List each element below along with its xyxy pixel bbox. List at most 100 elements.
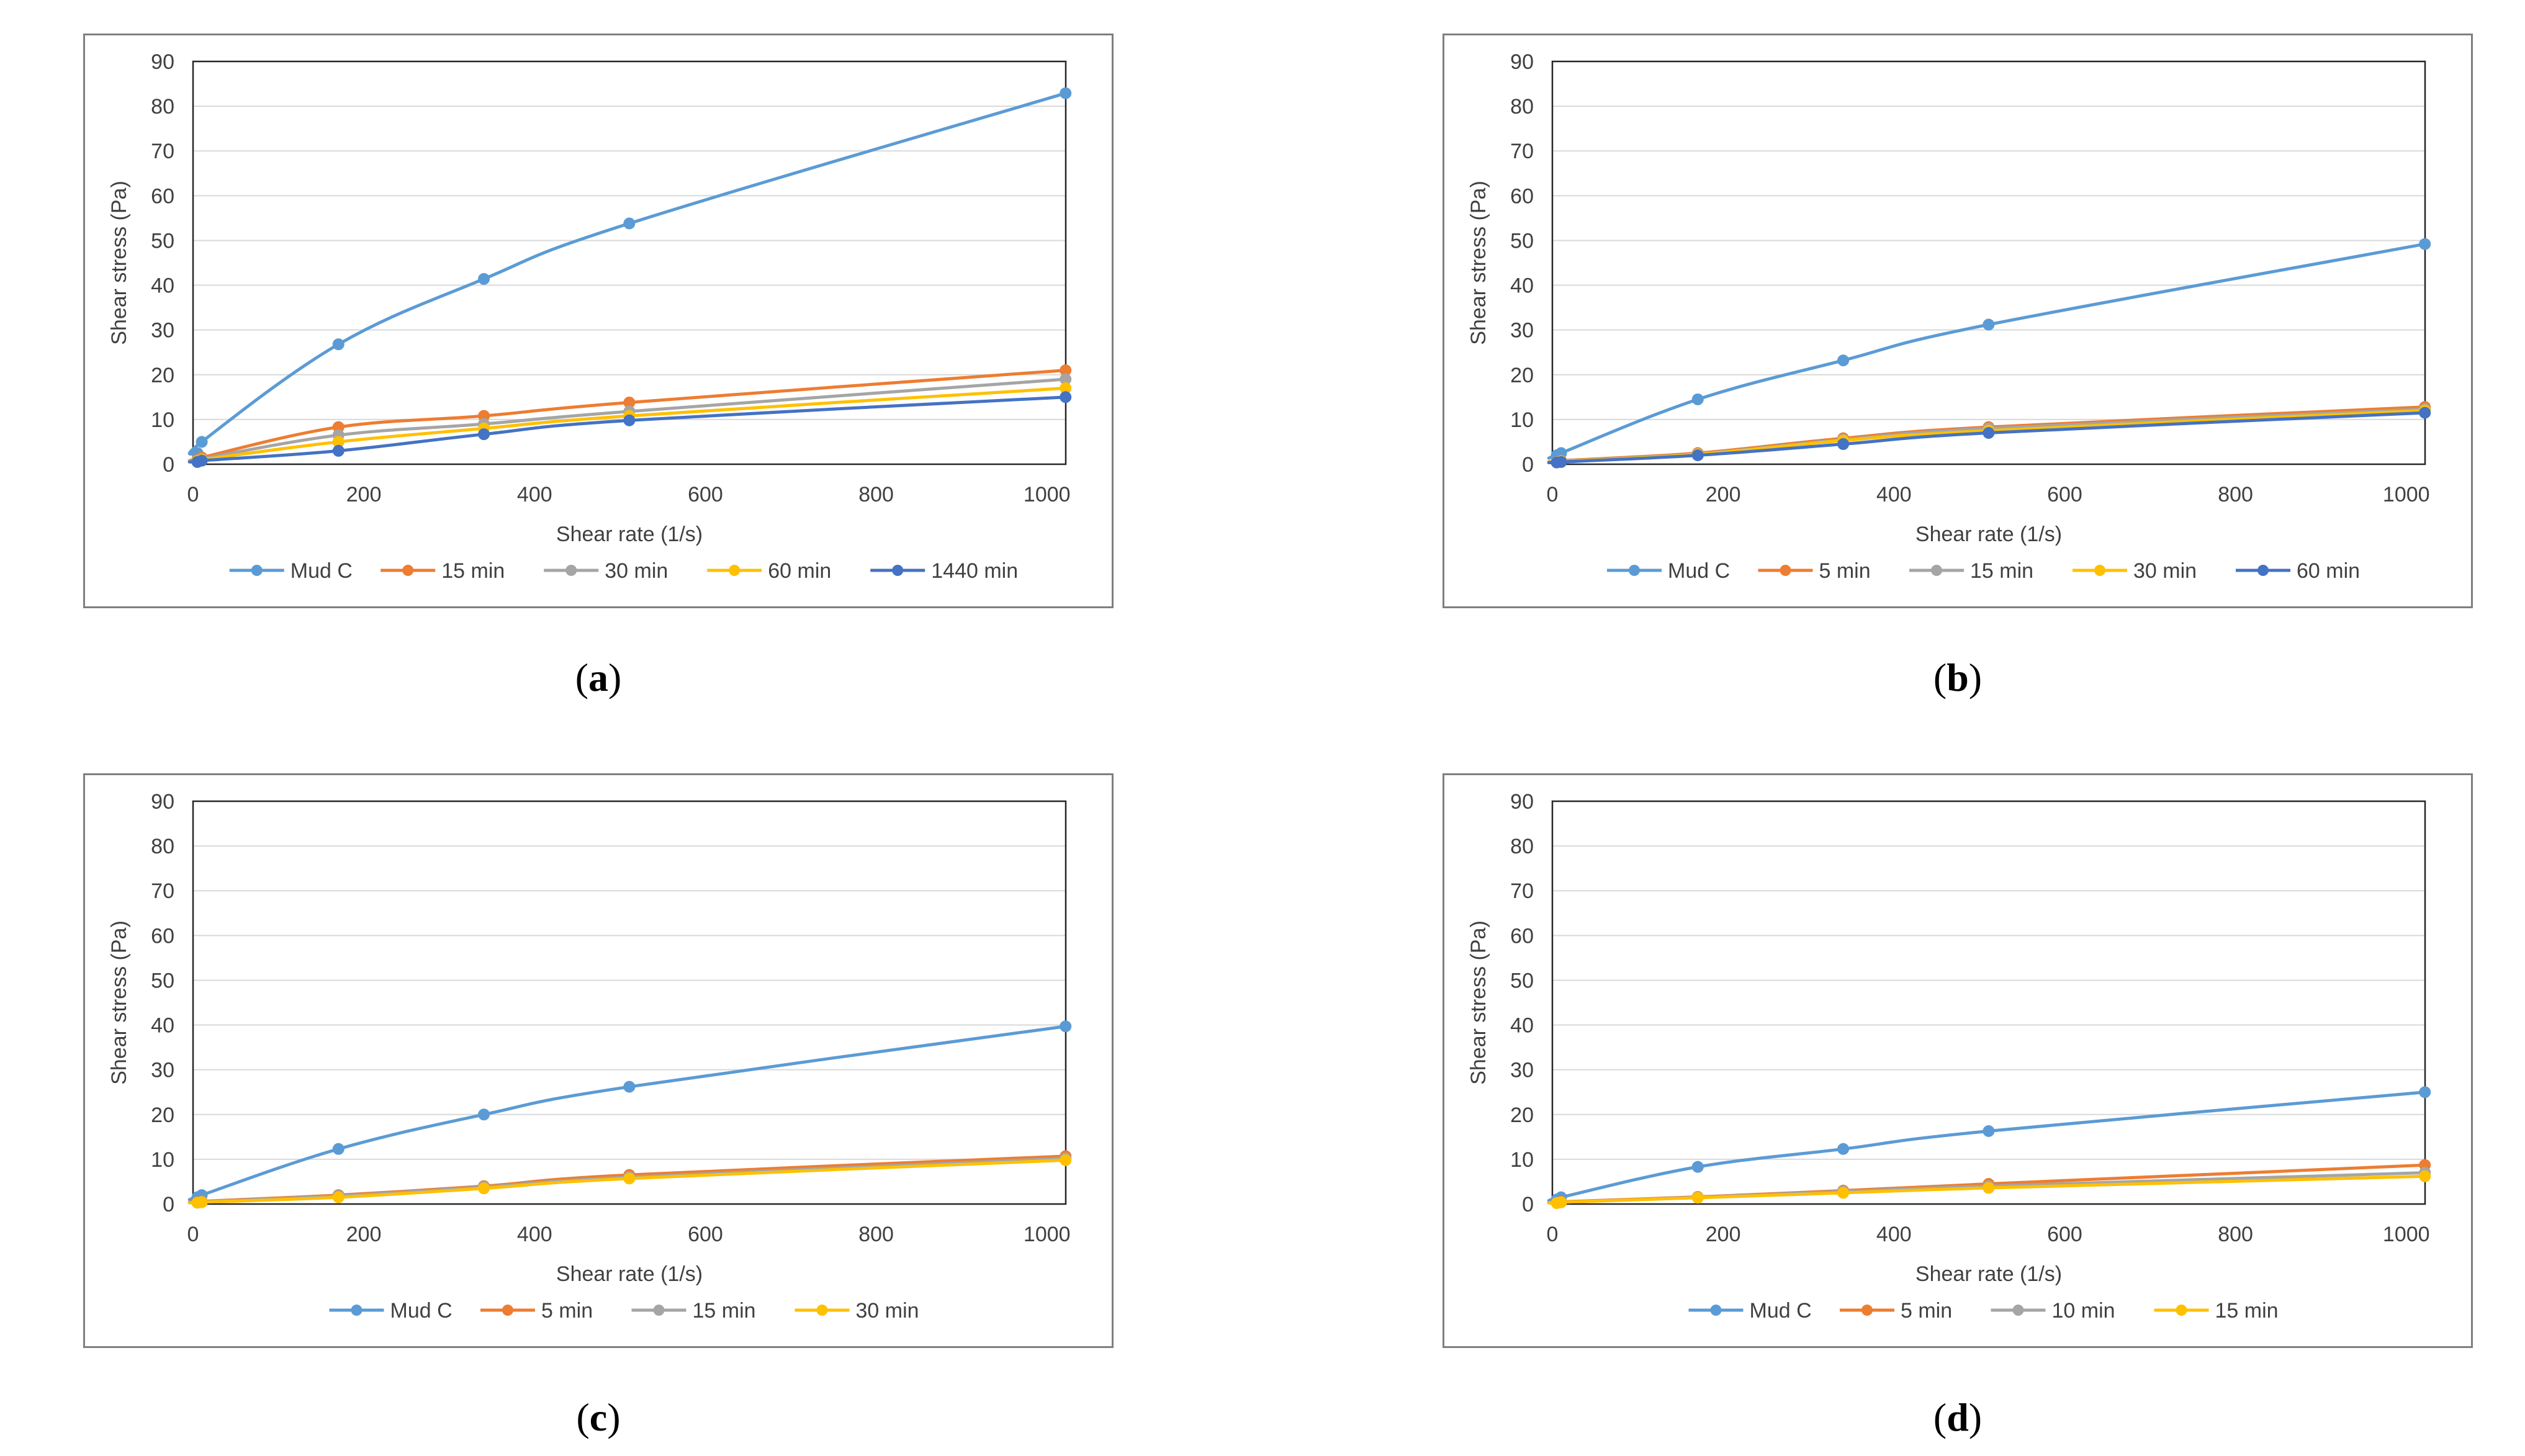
data-point — [478, 1108, 490, 1121]
legend-label: 15 min — [441, 559, 505, 583]
y-tick-label: 0 — [1522, 1193, 1534, 1216]
x-axis-title: Shear rate (1/s) — [556, 1262, 703, 1286]
plot-area-frame — [192, 60, 1067, 465]
legend-label: 1440 min — [931, 559, 1018, 583]
y-tick-label: 80 — [151, 95, 174, 119]
x-tick-label: 800 — [858, 483, 894, 506]
legend-marker — [1780, 565, 1791, 576]
y-axis-title: Shear stress (Pa) — [107, 920, 131, 1085]
legend-marker — [565, 565, 577, 576]
legend-label: 5 min — [1819, 559, 1871, 583]
data-point — [2419, 1086, 2431, 1099]
chart-panel-d: 0 10 20 30 40 50 60 70 80 90 0 200 400 600 800 1000 Shea… — [1443, 773, 2473, 1348]
y-tick-label: 60 — [1510, 184, 1534, 208]
data-point — [1837, 438, 1850, 451]
y-tick-label: 70 — [151, 879, 174, 903]
legend-label: 15 min — [2215, 1299, 2279, 1323]
legend-marker — [2257, 565, 2269, 576]
data-point — [1983, 1125, 1995, 1137]
legend-marker — [2094, 565, 2105, 576]
y-tick-label: 90 — [1510, 790, 1534, 814]
panel-label-a: (a) — [575, 655, 622, 699]
legend-label: 60 min — [2297, 559, 2360, 583]
y-tick-label: 50 — [151, 229, 174, 253]
data-point — [196, 1196, 208, 1208]
x-tick-label: 400 — [1876, 1223, 1912, 1246]
y-tick-label: 40 — [1510, 274, 1534, 298]
legend-marker — [1861, 1305, 1873, 1316]
x-tick-label: 0 — [187, 1223, 199, 1246]
data-point — [332, 1191, 344, 1203]
legend-label: Mud C — [1750, 1299, 1812, 1323]
panel-label-d: (d) — [1933, 1395, 1983, 1439]
data-point — [478, 1182, 490, 1195]
data-point — [1837, 1187, 1850, 1199]
x-tick-label: 600 — [688, 1223, 723, 1246]
x-tick-label: 600 — [2047, 1223, 2082, 1246]
y-tick-label: 0 — [163, 1193, 174, 1216]
data-point — [1837, 1143, 1850, 1155]
data-point — [1691, 393, 1704, 405]
x-tick-label: 600 — [2047, 483, 2082, 506]
y-axis-title: Shear stress (Pa) — [1467, 920, 1490, 1085]
legend-marker — [1931, 565, 1942, 576]
y-tick-label: 30 — [151, 319, 174, 343]
data-point — [2419, 407, 2431, 419]
y-tick-label: 20 — [1510, 1103, 1534, 1127]
data-point — [1691, 449, 1704, 462]
x-tick-label: 800 — [2218, 1223, 2253, 1246]
x-tick-label: 0 — [187, 483, 199, 506]
y-tick-label: 80 — [1510, 835, 1534, 858]
y-tick-label: 40 — [151, 1014, 174, 1038]
legend-marker — [1710, 1305, 1722, 1316]
legend: Mud C 5 min 15 min 30 min 60 min — [1607, 559, 2360, 583]
y-tick-label: 80 — [151, 835, 174, 858]
x-tick-label: 200 — [1706, 483, 1741, 506]
legend-label: 15 min — [693, 1299, 756, 1323]
legend-label: 5 min — [1901, 1299, 1952, 1323]
plot-area-frame — [192, 800, 1067, 1205]
legend-label: 30 min — [2133, 559, 2197, 583]
y-tick-label: 60 — [151, 924, 174, 948]
data-point — [1060, 391, 1072, 403]
y-tick-label: 30 — [151, 1059, 174, 1082]
plot-area-frame — [1551, 800, 2426, 1205]
y-tick-label: 70 — [1510, 879, 1534, 903]
y-tick-label: 20 — [151, 364, 174, 387]
chart-svg-b: 0 10 20 30 40 50 60 70 80 90 0 200 400 600 800 1000 Shea… — [1467, 50, 2431, 583]
chart-panel-c: 0 10 20 30 40 50 60 70 80 90 0 200 400 600 800 1000 Shea… — [83, 773, 1114, 1348]
x-tick-label: 1000 — [2383, 483, 2430, 506]
data-point — [1691, 1192, 1704, 1204]
x-tick-label: 1000 — [1024, 1223, 1071, 1246]
y-tick-label: 90 — [151, 50, 174, 74]
x-axis-title: Shear rate (1/s) — [556, 523, 703, 546]
legend-marker — [2176, 1305, 2187, 1316]
legend-marker — [892, 565, 904, 576]
plot-area-frame — [1551, 60, 2426, 465]
chart-svg-d: 0 10 20 30 40 50 60 70 80 90 0 200 400 600 800 1000 Shea… — [1467, 790, 2431, 1323]
chart-svg-c: 0 10 20 30 40 50 60 70 80 90 0 200 400 600 800 1000 Shea… — [107, 790, 1072, 1323]
legend-label: Mud C — [390, 1299, 452, 1323]
legend-label: Mud C — [1668, 559, 1730, 583]
legend-label: 30 min — [605, 559, 668, 583]
x-tick-label: 1000 — [1024, 483, 1071, 506]
y-tick-label: 10 — [1510, 1148, 1534, 1172]
data-point — [2419, 1170, 2431, 1182]
data-point — [1983, 1182, 1995, 1194]
data-point — [478, 272, 490, 285]
data-point — [196, 436, 208, 448]
legend-marker — [729, 565, 740, 576]
legend-label: 5 min — [541, 1299, 593, 1323]
data-point — [332, 1143, 344, 1155]
y-axis-title: Shear stress (Pa) — [1467, 181, 1490, 345]
x-tick-label: 800 — [858, 1223, 894, 1246]
data-point — [332, 338, 344, 351]
data-point — [2419, 238, 2431, 250]
y-tick-label: 70 — [1510, 140, 1534, 163]
x-tick-label: 400 — [1876, 483, 1912, 506]
legend-marker — [502, 1305, 513, 1316]
y-tick-label: 0 — [1522, 453, 1534, 477]
y-tick-label: 60 — [151, 184, 174, 208]
legend-marker — [816, 1305, 828, 1316]
data-point — [1060, 1154, 1072, 1166]
